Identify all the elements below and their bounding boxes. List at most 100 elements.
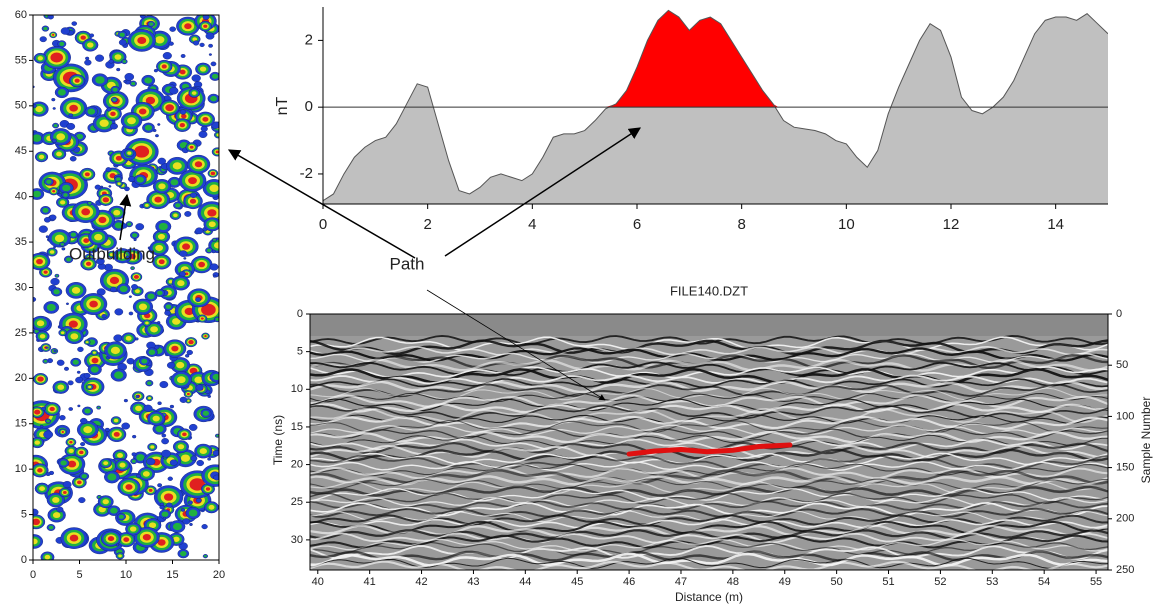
anomaly bbox=[188, 509, 198, 517]
anomaly bbox=[33, 104, 37, 109]
anomaly bbox=[208, 53, 212, 56]
x-tick-label: 46 bbox=[623, 576, 635, 588]
x-tick-label: 48 bbox=[727, 576, 739, 588]
anomaly bbox=[114, 222, 123, 229]
anomaly bbox=[195, 297, 202, 302]
anomaly bbox=[182, 432, 187, 437]
anomaly bbox=[164, 310, 171, 316]
anomaly bbox=[59, 415, 66, 421]
anomaly bbox=[134, 337, 139, 341]
anomaly bbox=[46, 303, 56, 312]
anomaly bbox=[210, 61, 217, 67]
anomaly bbox=[88, 385, 92, 389]
anomaly bbox=[199, 66, 207, 72]
reflection bbox=[310, 560, 1108, 570]
x-tick-label: 0 bbox=[30, 569, 36, 581]
anomaly bbox=[208, 43, 213, 48]
anomaly bbox=[207, 394, 212, 398]
reflection bbox=[310, 475, 1108, 486]
anomaly bbox=[53, 289, 60, 295]
anomaly bbox=[37, 376, 44, 382]
anomaly bbox=[191, 91, 197, 95]
anomaly bbox=[48, 525, 54, 530]
x-tick-label: 49 bbox=[779, 576, 791, 588]
anomaly bbox=[33, 190, 42, 198]
anomaly bbox=[110, 507, 118, 514]
anomaly bbox=[195, 227, 204, 235]
anomaly bbox=[62, 480, 72, 489]
anomaly bbox=[123, 80, 127, 83]
y-tick-label: 20 bbox=[15, 372, 27, 384]
anomaly bbox=[182, 243, 191, 250]
reflection bbox=[310, 545, 1108, 560]
anomaly bbox=[56, 151, 62, 157]
anomaly bbox=[51, 33, 55, 36]
anomaly bbox=[121, 422, 130, 430]
anomaly bbox=[75, 376, 84, 384]
anomaly bbox=[68, 320, 78, 328]
anomaly bbox=[137, 36, 147, 45]
reflection bbox=[310, 500, 1108, 511]
arrow bbox=[426, 289, 606, 401]
anomaly bbox=[133, 274, 139, 279]
x-tick-label: 53 bbox=[986, 576, 998, 588]
anomaly bbox=[69, 440, 73, 444]
x-tick-label: 47 bbox=[675, 576, 687, 588]
anomaly bbox=[148, 349, 156, 355]
y-tick-label: 50 bbox=[15, 100, 27, 112]
anomaly bbox=[124, 73, 135, 81]
anomaly bbox=[157, 483, 162, 488]
y2-tick-label: 0 bbox=[1116, 308, 1122, 320]
anomaly bbox=[179, 250, 188, 257]
reflection bbox=[310, 392, 1108, 403]
anomaly bbox=[165, 104, 174, 112]
anomaly bbox=[66, 122, 76, 130]
anomaly bbox=[77, 346, 84, 352]
anomaly bbox=[159, 381, 169, 389]
anomaly bbox=[71, 286, 81, 294]
anomaly bbox=[118, 514, 124, 519]
anomaly bbox=[169, 87, 179, 95]
x-tick-label: 10 bbox=[838, 216, 855, 233]
anomaly bbox=[209, 184, 219, 192]
anomaly bbox=[118, 39, 127, 46]
anomaly bbox=[208, 221, 216, 228]
anomaly bbox=[170, 179, 179, 186]
y-tick-label: 30 bbox=[15, 281, 27, 293]
anomaly bbox=[128, 311, 134, 316]
anomaly bbox=[110, 286, 117, 293]
anomaly bbox=[136, 454, 145, 461]
anomaly bbox=[155, 244, 164, 252]
x-tick-label: 43 bbox=[467, 576, 479, 588]
anomaly bbox=[57, 89, 66, 96]
anomaly bbox=[138, 108, 147, 115]
arrow bbox=[444, 127, 642, 257]
anomaly bbox=[157, 321, 161, 324]
x-tick-label: 4 bbox=[528, 216, 536, 233]
anomaly bbox=[145, 96, 156, 105]
anomaly bbox=[179, 109, 187, 115]
anomaly bbox=[188, 339, 194, 345]
anomaly bbox=[76, 133, 84, 140]
y-tick-label: 10 bbox=[15, 463, 27, 475]
anomaly bbox=[207, 209, 217, 217]
anomaly bbox=[148, 397, 151, 400]
anomaly bbox=[176, 361, 185, 369]
anomaly bbox=[188, 423, 198, 431]
anomaly bbox=[212, 373, 219, 381]
reflection bbox=[310, 518, 1108, 529]
anomaly bbox=[79, 450, 84, 455]
anomaly bbox=[138, 303, 148, 311]
anomaly bbox=[119, 32, 125, 37]
anomaly bbox=[114, 308, 124, 316]
x-tick-label: 6 bbox=[633, 216, 641, 233]
anomaly bbox=[68, 113, 74, 118]
anomaly bbox=[158, 183, 166, 190]
reflection bbox=[310, 361, 1108, 376]
y2-tick-label: 250 bbox=[1116, 564, 1134, 576]
anomaly bbox=[36, 320, 45, 327]
anomaly bbox=[196, 459, 204, 467]
anomaly bbox=[189, 522, 193, 526]
